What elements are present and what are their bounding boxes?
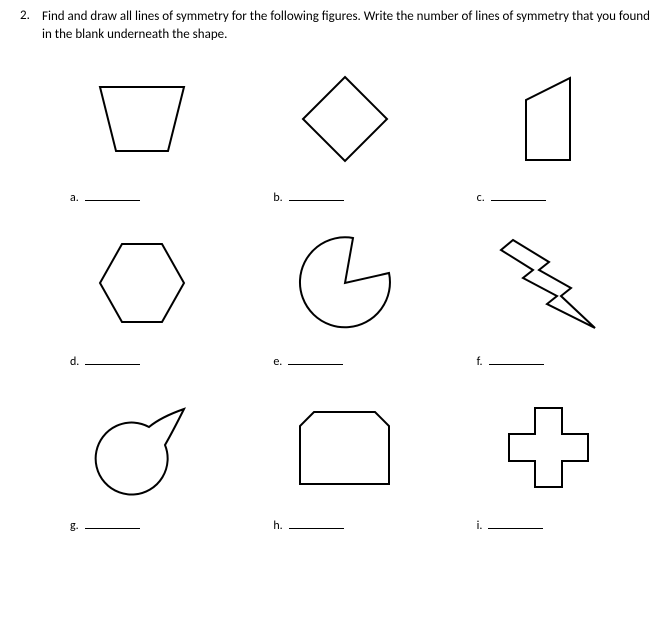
cell-i: i. [447,387,650,533]
label-e: e. [273,353,343,369]
label-e-text: e. [273,355,282,369]
label-g-text: g. [70,519,79,533]
blank-d[interactable] [85,353,140,365]
label-d: d. [70,353,140,369]
blank-f[interactable] [489,353,544,365]
blank-h[interactable] [289,517,344,529]
question-text: Find and draw all lines of symmetry for … [42,8,650,44]
label-a-text: a. [70,191,79,205]
shape-d-hexagon [92,223,192,343]
shape-e-pacman [295,223,395,343]
shape-f-lightning [493,223,603,343]
shape-g-teardrop [89,387,194,507]
label-h: h. [273,517,343,533]
blank-a[interactable] [85,189,140,201]
blank-i[interactable] [488,517,543,529]
cell-g: g. [40,387,243,533]
label-i-text: i. [477,519,483,533]
shape-b-diamond [295,59,395,179]
worksheet-page: 2. Find and draw all lines of symmetry f… [0,0,670,543]
label-c: c. [477,189,546,205]
label-c-text: c. [477,191,485,205]
shape-i-cross [501,387,596,507]
question-number: 2. [20,8,42,44]
cell-d: d. [40,223,243,369]
cell-c: c. [447,59,650,205]
blank-e[interactable] [288,353,343,365]
label-a: a. [70,189,140,205]
cell-h: h. [243,387,446,533]
label-h-text: h. [273,519,282,533]
shape-h-clipped-rect [292,387,397,507]
shape-c-quad [508,59,588,179]
label-g: g. [70,517,140,533]
label-f: f. [477,353,544,369]
question-prompt: 2. Find and draw all lines of symmetry f… [20,8,650,44]
cell-b: b. [243,59,446,205]
cell-e: e. [243,223,446,369]
label-i: i. [477,517,544,533]
cell-a: a. [40,59,243,205]
blank-c[interactable] [491,189,546,201]
shape-a-trapezoid [92,59,192,179]
blank-g[interactable] [85,517,140,529]
blank-b[interactable] [289,189,344,201]
label-b: b. [273,189,343,205]
label-f-text: f. [477,355,483,369]
label-d-text: d. [70,355,79,369]
cell-f: f. [447,223,650,369]
shapes-grid: a. b. c. [40,59,650,533]
label-b-text: b. [273,191,282,205]
